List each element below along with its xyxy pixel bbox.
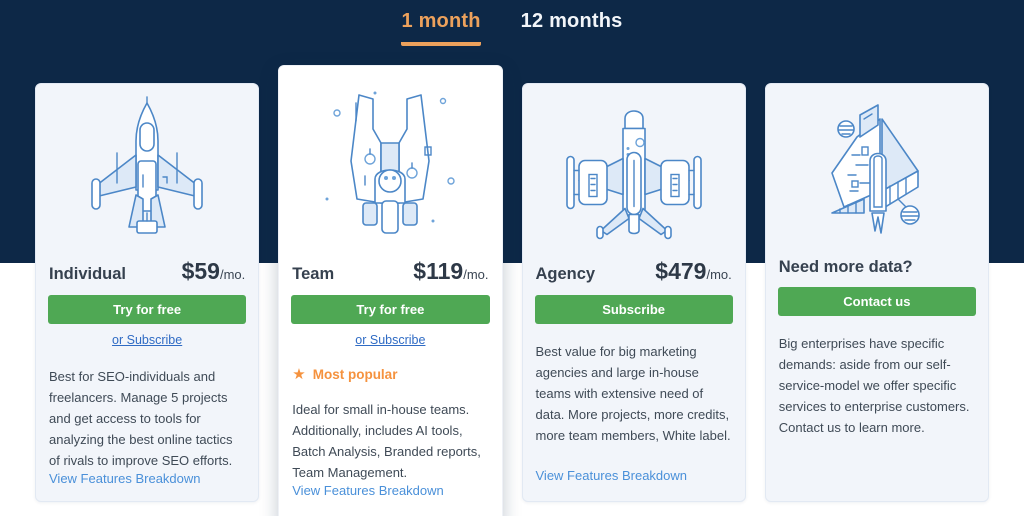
plan-price: $479/mo. (655, 258, 732, 284)
twin-prong-spaceship-illustration (291, 66, 489, 256)
plan-description: Best value for big marketing agencies an… (535, 344, 731, 444)
contact-us-button[interactable]: Contact us (777, 287, 976, 316)
price-suffix: /mo. (219, 267, 246, 282)
plan-header: Individual $59/mo. (48, 256, 246, 295)
view-features-link[interactable]: View Features Breakdown (49, 471, 201, 487)
pricing-cards-row: Individual $59/mo. Try for free or Subsc… (35, 0, 989, 516)
twin-engine-aircraft-illustration (535, 84, 733, 256)
view-features-link[interactable]: View Features Breakdown (292, 483, 444, 499)
plan-price: $59/mo. (181, 258, 246, 284)
badge-label: Most popular (312, 367, 398, 382)
plan-card-agency: Agency $479/mo. Subscribe Best value for… (521, 83, 746, 502)
plan-card-team: Team $119/mo. Try for free or Subscribe … (278, 65, 503, 516)
view-features-link[interactable]: View Features Breakdown (535, 468, 688, 483)
or-subscribe-link[interactable]: or Subscribe (355, 333, 426, 347)
plan-title: Need more data? (778, 258, 913, 276)
most-popular-badge: ★ Most popular (292, 367, 488, 382)
plan-header: Team $119/mo. (291, 256, 489, 295)
plan-description: Big enterprises have specific demands: a… (778, 336, 970, 436)
price-suffix: /mo. (706, 267, 732, 282)
plan-card-individual: Individual $59/mo. Try for free or Subsc… (35, 83, 260, 502)
subscribe-button[interactable]: Subscribe (534, 295, 733, 324)
plan-header: Agency $479/mo. (535, 256, 733, 295)
billing-period-toggle: 1 month 12 months (0, 10, 1024, 46)
star-icon: ★ (292, 366, 306, 383)
try-for-free-button[interactable]: Try for free (291, 295, 490, 324)
fighter-rocket-illustration (48, 84, 246, 256)
or-subscribe-link[interactable]: or Subscribe (112, 333, 183, 347)
plan-title: Agency (535, 265, 596, 283)
plan-title: Team (292, 265, 335, 283)
plan-header: Need more data? (778, 256, 976, 287)
toggle-option-1-month[interactable]: 1 month (401, 10, 481, 46)
toggle-option-12-months[interactable]: 12 months (520, 10, 623, 32)
plan-description: Ideal for small in-house teams. Addition… (292, 402, 481, 481)
plan-title: Individual (49, 265, 127, 283)
plan-card-enterprise: Need more data? Contact us Big enterpris… (764, 83, 989, 502)
price-suffix: /mo. (463, 267, 489, 282)
plan-price: $119/mo. (413, 258, 489, 284)
try-for-free-button[interactable]: Try for free (48, 295, 247, 324)
isometric-spaceship-illustration (778, 84, 976, 256)
plan-description: Best for SEO-individuals and freelancers… (49, 369, 233, 469)
